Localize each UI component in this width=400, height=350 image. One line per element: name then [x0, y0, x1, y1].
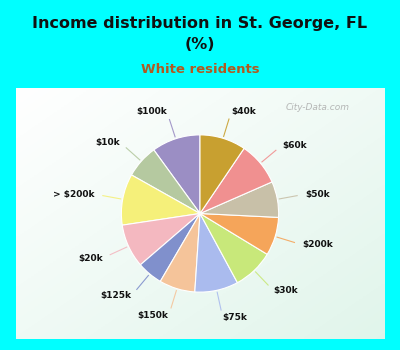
Text: $125k: $125k — [101, 291, 132, 300]
Wedge shape — [122, 214, 200, 265]
Wedge shape — [200, 182, 279, 217]
Text: $75k: $75k — [223, 313, 248, 322]
Text: $30k: $30k — [274, 286, 298, 295]
Text: $40k: $40k — [231, 107, 256, 116]
Text: $100k: $100k — [136, 107, 167, 117]
Text: $20k: $20k — [78, 253, 103, 262]
Wedge shape — [160, 214, 200, 292]
Text: $10k: $10k — [96, 138, 120, 147]
Text: $60k: $60k — [282, 141, 307, 149]
Wedge shape — [132, 150, 200, 213]
Text: City-Data.com: City-Data.com — [286, 103, 350, 112]
Text: $50k: $50k — [305, 190, 330, 199]
Text: $150k: $150k — [138, 311, 169, 320]
Text: > $200k: > $200k — [54, 190, 95, 199]
Wedge shape — [200, 148, 272, 214]
Wedge shape — [200, 135, 244, 214]
Text: (%): (%) — [185, 37, 215, 52]
Wedge shape — [200, 214, 267, 283]
Wedge shape — [121, 175, 200, 225]
Wedge shape — [200, 214, 278, 254]
Text: $200k: $200k — [302, 240, 333, 249]
Wedge shape — [195, 214, 238, 292]
Wedge shape — [154, 135, 200, 214]
Text: White residents: White residents — [141, 63, 259, 76]
Wedge shape — [140, 214, 200, 281]
Text: Income distribution in St. George, FL: Income distribution in St. George, FL — [32, 16, 368, 31]
